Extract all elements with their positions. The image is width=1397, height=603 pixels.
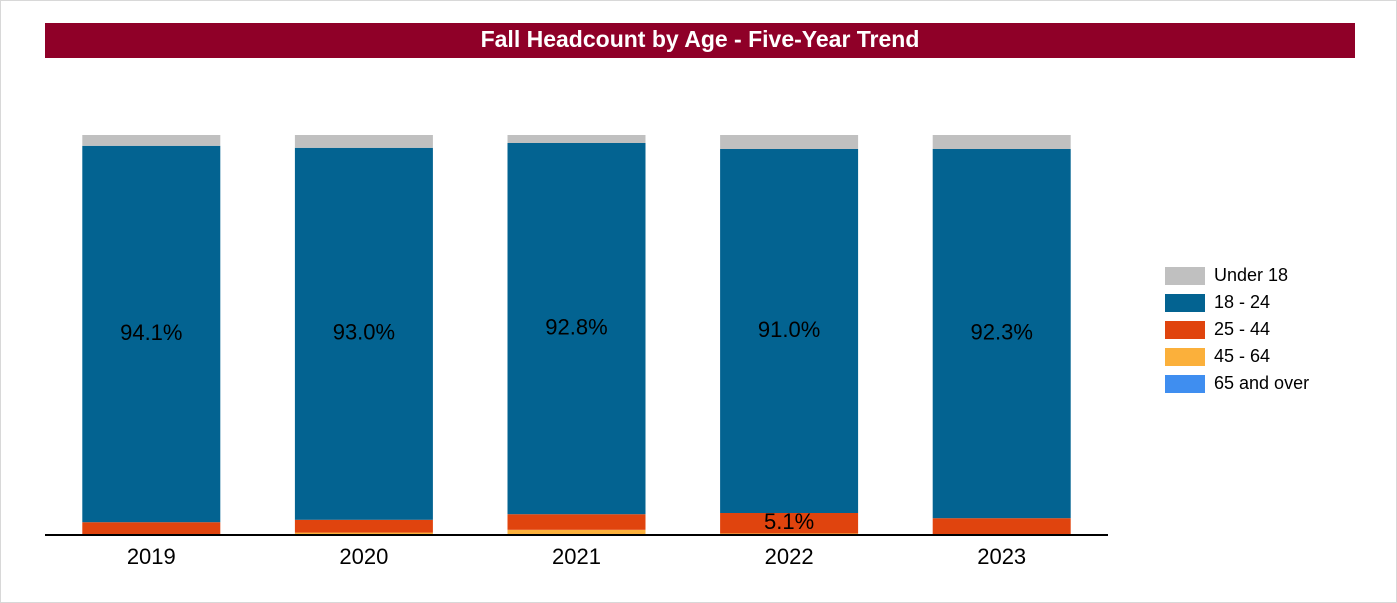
legend-label: 45 - 64 [1214, 346, 1270, 366]
data-label: 93.0% [333, 320, 395, 345]
bar-segment [507, 143, 646, 515]
bar-segment [294, 147, 433, 520]
x-tick-label: 2023 [977, 544, 1026, 569]
legend-swatch [1165, 348, 1205, 366]
data-label: 91.0% [758, 317, 820, 342]
data-label: 5.1% [764, 509, 814, 534]
data-label: 94.1% [120, 320, 182, 345]
data-label: 92.3% [971, 319, 1033, 344]
x-tick-label: 2019 [127, 544, 176, 569]
legend-label: 65 and over [1214, 373, 1309, 393]
legend-swatch [1165, 267, 1205, 285]
title-bar [45, 23, 1355, 58]
bar-segment [932, 518, 1071, 535]
data-label: 92.8% [545, 314, 607, 339]
legend-label: 18 - 24 [1214, 292, 1270, 312]
x-tick-label: 2021 [552, 544, 601, 569]
legend-label: 25 - 44 [1214, 319, 1270, 339]
bar-segment [294, 532, 433, 535]
bar-segment [720, 135, 859, 149]
bar-segment [82, 135, 221, 146]
x-tick-label: 2020 [339, 544, 388, 569]
bar-segment [720, 149, 859, 513]
bar-segment [82, 522, 221, 535]
bar-segment [507, 135, 646, 143]
legend-swatch [1165, 294, 1205, 312]
x-tick-label: 2022 [765, 544, 814, 569]
bar-segment [720, 513, 859, 534]
bar-segment [294, 135, 433, 148]
legend-swatch [1165, 375, 1205, 393]
bar-segment [294, 519, 433, 533]
bar-segment [932, 149, 1071, 519]
legend-label: Under 18 [1214, 265, 1288, 285]
legend-swatch [1165, 321, 1205, 339]
bar-segment [82, 145, 221, 523]
bar-segment [507, 529, 646, 535]
bar-segment [507, 514, 646, 530]
chart-title: Fall Headcount by Age - Five-Year Trend [481, 26, 920, 52]
bar-segment [932, 135, 1071, 149]
